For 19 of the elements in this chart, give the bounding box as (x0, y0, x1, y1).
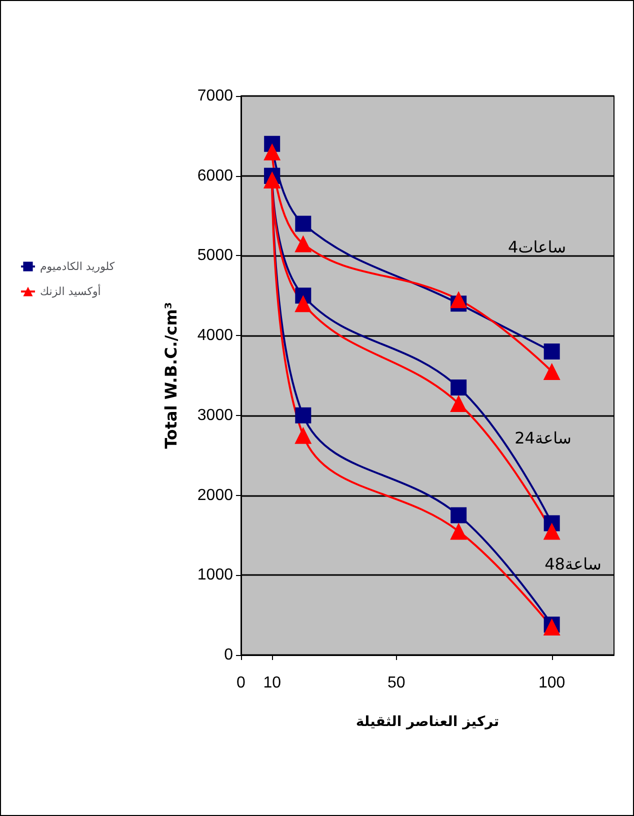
x-tick-label: 10 (263, 674, 282, 692)
y-tick-label: 2000 (197, 486, 234, 504)
y-tick-label: 1000 (197, 566, 234, 584)
x-axis-title: تركيز العناصر الثقيلة (356, 714, 500, 730)
y-tick-label: 3000 (197, 406, 234, 424)
y-tick-label: 0 (224, 646, 234, 664)
x-tick-label: 100 (538, 674, 566, 692)
annotation: 4ساعات (508, 238, 566, 256)
annotation: 48ساعة (544, 554, 602, 574)
y-tick-label: 7000 (197, 88, 234, 104)
y-tick-label: 6000 (197, 167, 234, 184)
y-tick-label: 5000 (197, 247, 234, 264)
annotation: 24ساعة (514, 428, 572, 448)
legend-label: أوكسيد الزنك (40, 284, 101, 298)
x-tick-label: 50 (388, 674, 406, 692)
x-tick-label: 0 (236, 674, 246, 692)
y-tick-label: 4000 (197, 327, 234, 344)
legend-label: كلوريد الكادميوم (40, 260, 116, 273)
y-axis-title: Total W.B.C./cm³ (162, 302, 180, 449)
